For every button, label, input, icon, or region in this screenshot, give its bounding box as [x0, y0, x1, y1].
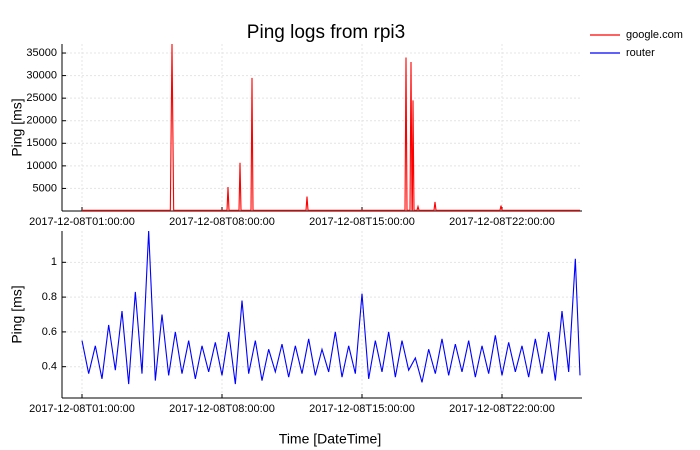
- line: [82, 43, 580, 211]
- line: [81, 230, 581, 385]
- x-tick-label: 2017-12-08T01:00:00: [29, 403, 135, 415]
- y-tick-label: 1: [51, 256, 57, 268]
- y-tick-label: 0.6: [42, 326, 57, 338]
- y-tick-label: 10000: [26, 160, 57, 172]
- y-tick-label: 30000: [26, 70, 57, 82]
- x-tick-label: 2017-12-08T08:00:00: [169, 216, 275, 228]
- x-tick-label: 2017-12-08T08:00:00: [169, 403, 275, 415]
- y-tick-label: 35000: [26, 47, 57, 59]
- x-tick-label: 2017-12-08T01:00:00: [29, 216, 135, 228]
- y-tick-label: 15000: [26, 137, 57, 149]
- x-tick-label: 2017-12-08T15:00:00: [309, 403, 415, 415]
- y-tick-label: 5000: [33, 182, 57, 194]
- y-tick-label: 0.4: [42, 361, 57, 373]
- y-tick-label: 0.8: [42, 291, 57, 303]
- y-tick-label: 25000: [26, 92, 57, 104]
- x-axis-label: Time [DateTime]: [279, 431, 381, 447]
- legend-label: google.com: [626, 29, 683, 41]
- y-axis-label: Ping [ms]: [9, 98, 25, 156]
- legend-label: router: [626, 47, 655, 59]
- x-tick-label: 2017-12-08T22:00:00: [449, 403, 555, 415]
- chart-title: Ping logs from rpi3: [247, 22, 405, 43]
- y-tick-label: 20000: [26, 115, 57, 127]
- x-tick-label: 2017-12-08T22:00:00: [449, 216, 555, 228]
- x-tick-label: 2017-12-08T15:00:00: [309, 216, 415, 228]
- y-axis-label: Ping [ms]: [9, 285, 25, 343]
